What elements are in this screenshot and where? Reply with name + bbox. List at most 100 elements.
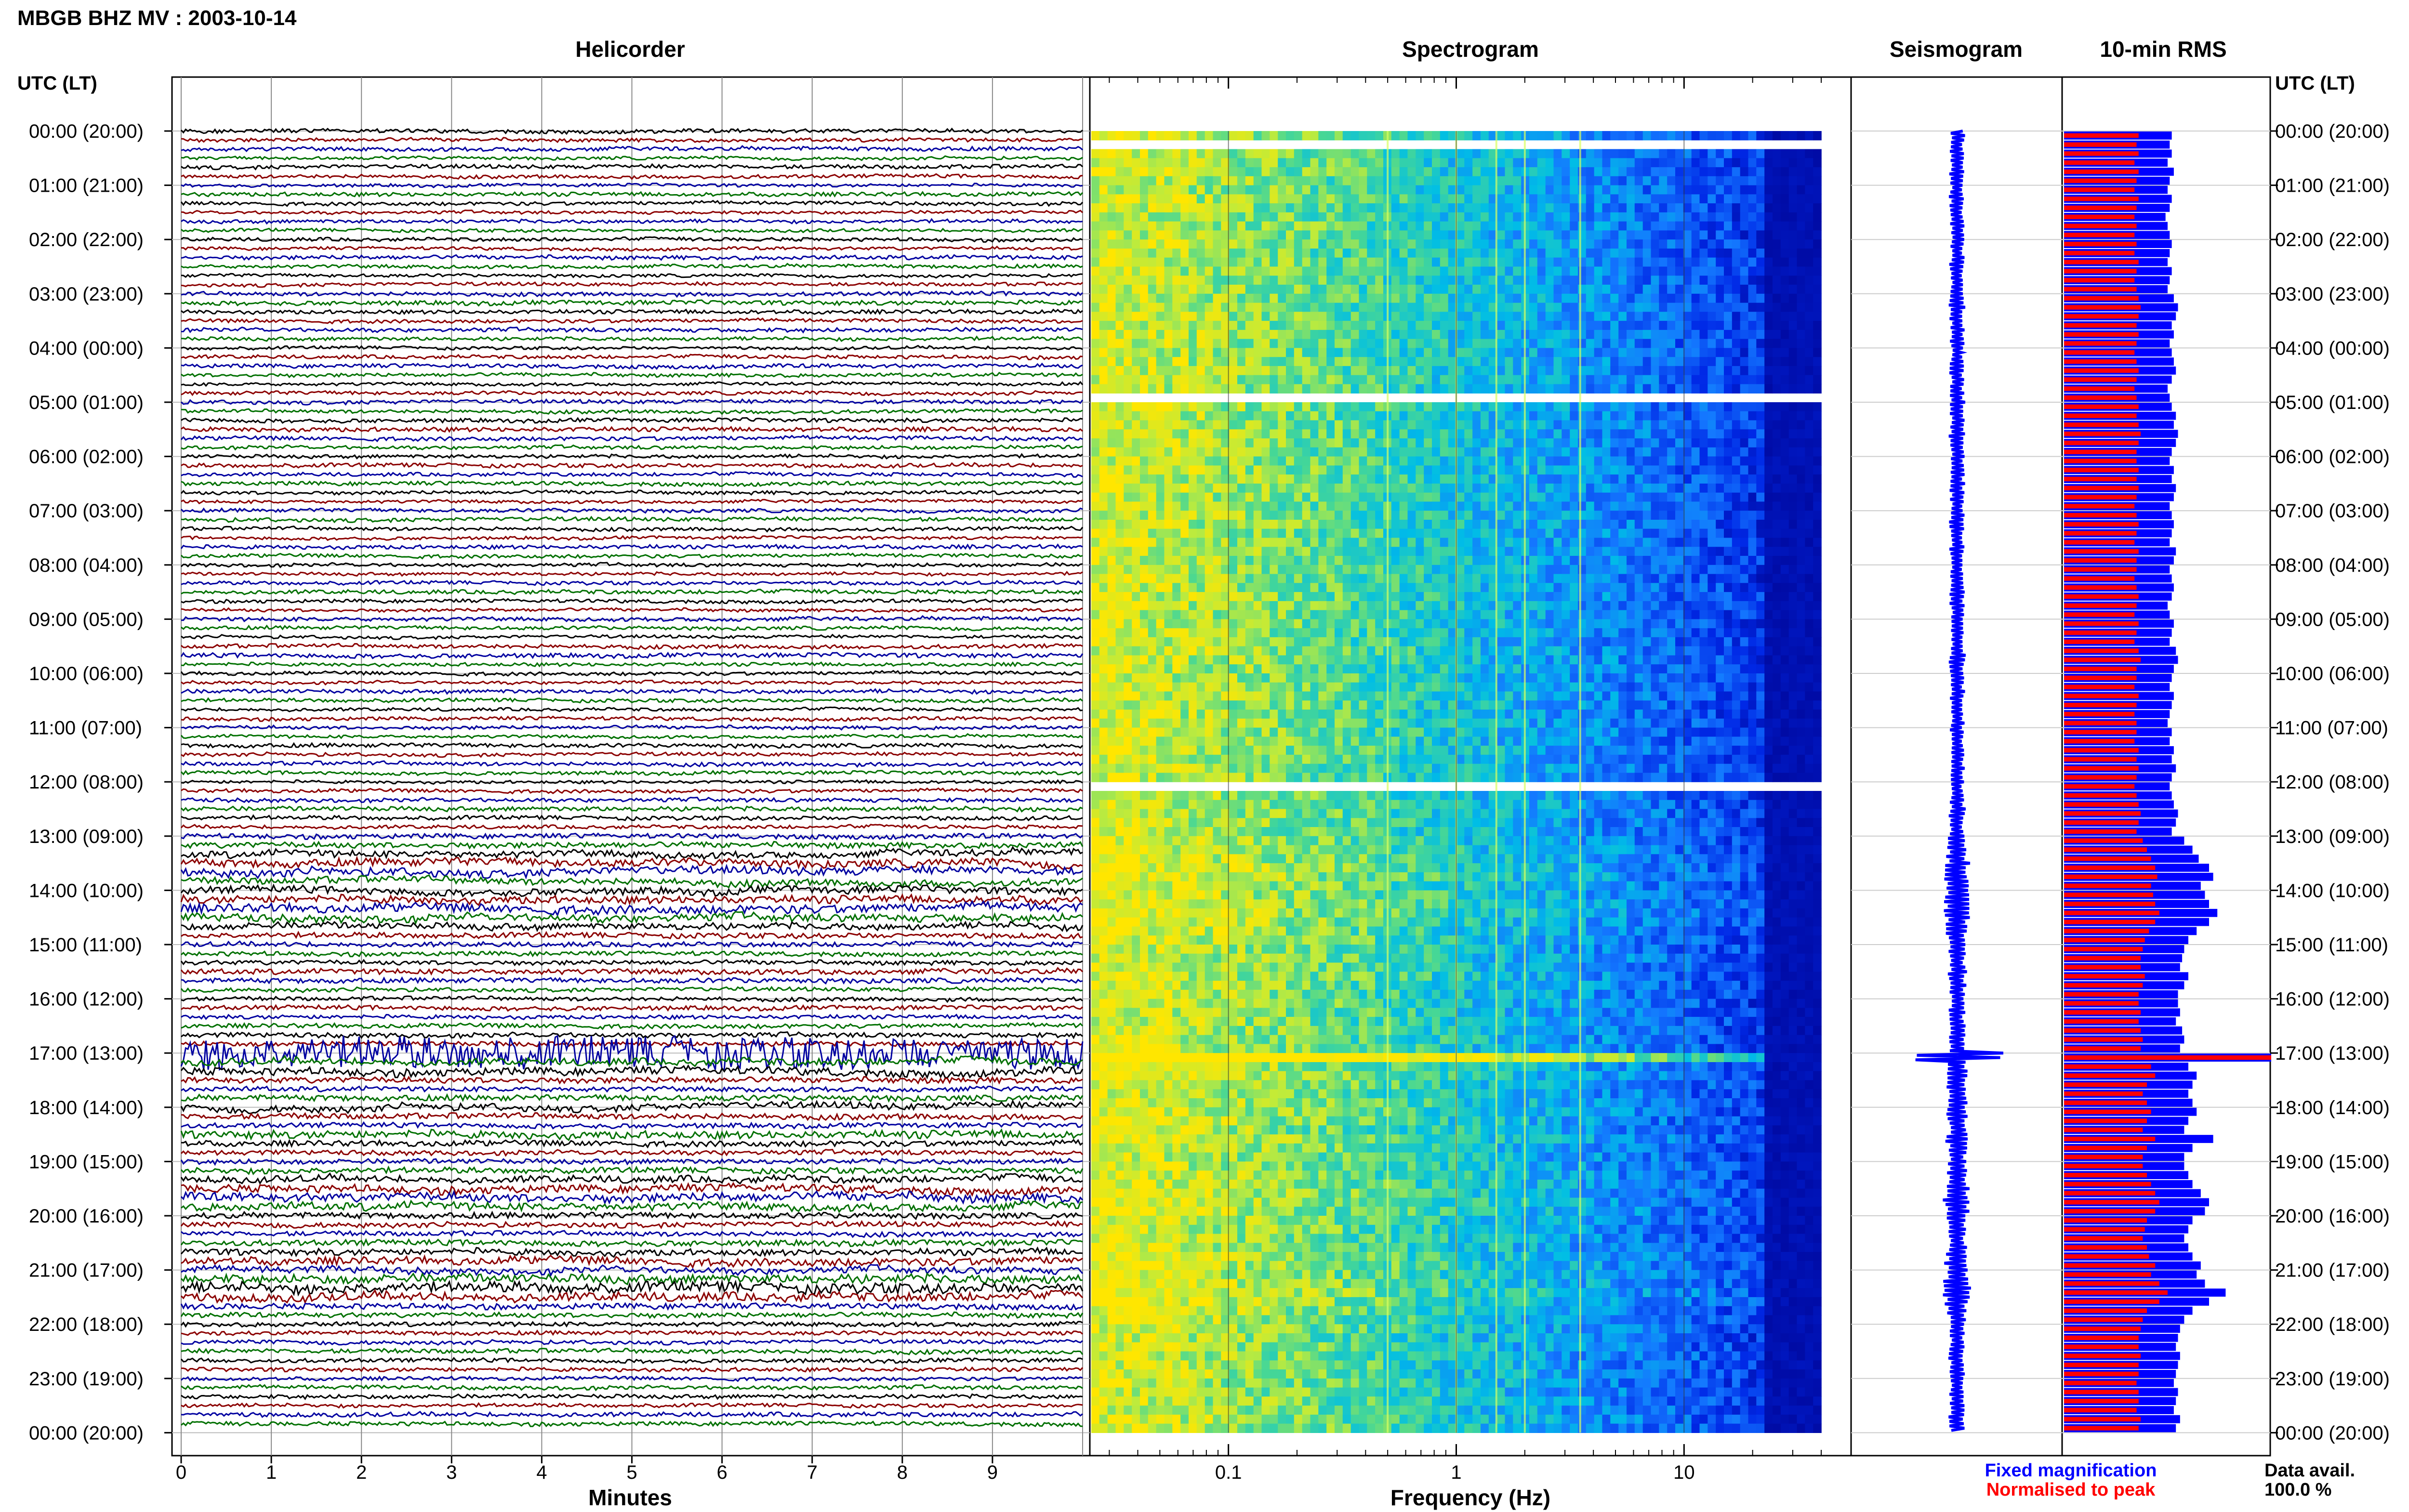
spectrogram-cell	[1691, 221, 1700, 231]
spectrogram-cell	[1148, 565, 1157, 575]
spectrogram-cell	[1586, 329, 1595, 340]
spectrogram-cell	[1335, 637, 1343, 647]
spectrogram-cell	[1553, 329, 1562, 340]
spectrogram-cell	[1505, 321, 1514, 330]
spectrogram-cell	[1253, 257, 1262, 267]
spectrogram-cell	[1707, 357, 1716, 367]
spectrogram-cell	[1651, 538, 1660, 547]
spectrogram-cell	[1562, 212, 1570, 222]
spectrogram-cell	[1691, 501, 1700, 511]
spectrogram-cell	[1553, 194, 1562, 204]
spectrogram-cell	[1286, 556, 1295, 565]
spectrogram-cell	[1773, 230, 1781, 240]
spectrogram-cell	[1529, 456, 1538, 466]
spectrogram-cell	[1602, 601, 1611, 611]
spectrogram-cell	[1342, 556, 1351, 565]
spectrogram-cell	[1432, 339, 1441, 348]
spectrogram-cell	[1594, 420, 1603, 430]
spectrogram-cell	[1456, 483, 1465, 493]
spectrogram-cell	[1164, 302, 1173, 312]
spectrogram-cell	[1189, 637, 1197, 647]
spectrogram-cell	[1156, 329, 1165, 340]
spectrogram-cell	[1496, 465, 1506, 475]
spectrogram-cell	[1813, 329, 1822, 340]
spectrogram-cell	[1667, 384, 1676, 394]
spectrogram-cell	[1764, 465, 1773, 475]
spectrogram-cell	[1764, 321, 1773, 330]
spectrogram-cell	[1245, 266, 1254, 276]
spectrogram-cell	[1553, 447, 1562, 457]
spectrogram-cell	[1764, 619, 1773, 629]
spectrogram-cell	[1432, 492, 1441, 502]
spectrogram-cell	[1764, 583, 1773, 592]
spectrogram-cell	[1140, 619, 1149, 629]
spectrogram-cell	[1359, 556, 1368, 565]
spectrogram-cell	[1456, 447, 1465, 457]
spectrogram-cell	[1278, 266, 1286, 276]
spectrogram-cell	[1488, 293, 1497, 303]
spectrogram-cell	[1805, 167, 1813, 177]
spectrogram-cell	[1399, 556, 1408, 565]
spectrogram-cell	[1764, 293, 1773, 303]
spectrogram-cell	[1245, 293, 1254, 303]
spectrogram-cell	[1651, 230, 1660, 240]
spectrogram-cell	[1780, 483, 1789, 493]
spectrogram-cell	[1204, 167, 1214, 177]
spectrogram-cell	[1505, 402, 1514, 412]
spectrogram-cell	[1156, 293, 1165, 303]
spectrogram-cell	[1805, 610, 1813, 619]
spectrogram-cell	[1740, 538, 1749, 547]
spectrogram-cell	[1805, 158, 1813, 168]
spectrogram-cell	[1456, 366, 1465, 376]
spectrogram-cell	[1164, 583, 1173, 592]
spectrogram-cell	[1764, 158, 1773, 168]
spectrogram-cell	[1326, 257, 1335, 267]
spectrogram-cell	[1286, 276, 1295, 285]
spectrogram-cell	[1691, 483, 1700, 493]
spectrogram-cell	[1124, 167, 1132, 177]
spectrogram-cell	[1472, 302, 1481, 312]
spectrogram-cell	[1407, 547, 1416, 556]
spectrogram-cell	[1375, 221, 1384, 231]
spectrogram-cell	[1553, 592, 1562, 602]
spectrogram-cell	[1261, 276, 1271, 285]
spectrogram-cell	[1253, 158, 1262, 168]
spectrogram-cell	[1456, 167, 1465, 177]
spectrogram-cell	[1237, 329, 1246, 340]
spectrogram-cell	[1797, 456, 1806, 466]
spectrogram-cell	[1196, 565, 1205, 575]
spectrogram-cell	[1472, 357, 1481, 367]
spectrogram-cell	[1107, 483, 1116, 493]
spectrogram-cell	[1124, 285, 1132, 294]
spectrogram-cell	[1156, 465, 1165, 475]
spectrogram-cell	[1335, 528, 1343, 539]
spectrogram-cell	[1278, 528, 1286, 539]
spectrogram-cell	[1391, 538, 1400, 547]
spectrogram-cell	[1432, 483, 1441, 493]
spectrogram-cell	[1124, 257, 1132, 267]
spectrogram-cell	[1204, 538, 1214, 547]
spectrogram-cell	[1115, 538, 1125, 547]
spectrogram-cell	[1148, 610, 1157, 619]
spectrogram-cell	[1586, 239, 1595, 249]
spectrogram-cell	[1659, 158, 1668, 168]
spectrogram-cell	[1642, 420, 1652, 430]
spectrogram-cell	[1594, 429, 1603, 439]
spectrogram-cell	[1253, 312, 1262, 321]
spectrogram-cell	[1342, 176, 1351, 186]
spectrogram-cell	[1342, 285, 1351, 294]
spectrogram-cell	[1253, 348, 1262, 357]
spectrogram-cell	[1416, 547, 1424, 556]
spectrogram-cell	[1748, 167, 1757, 177]
spectrogram-cell	[1448, 492, 1457, 502]
spectrogram-cell	[1237, 302, 1246, 312]
spectrogram-cell	[1724, 565, 1733, 575]
spectrogram-cell	[1513, 176, 1522, 186]
spectrogram-cell	[1310, 339, 1319, 348]
spectrogram-cell	[1634, 637, 1643, 647]
spectrogram-cell	[1286, 384, 1295, 394]
spectrogram-cell	[1618, 402, 1627, 412]
spectrogram-cell	[1286, 610, 1295, 619]
spectrogram-cell	[1196, 221, 1205, 231]
spectrogram-cell	[1797, 483, 1806, 493]
